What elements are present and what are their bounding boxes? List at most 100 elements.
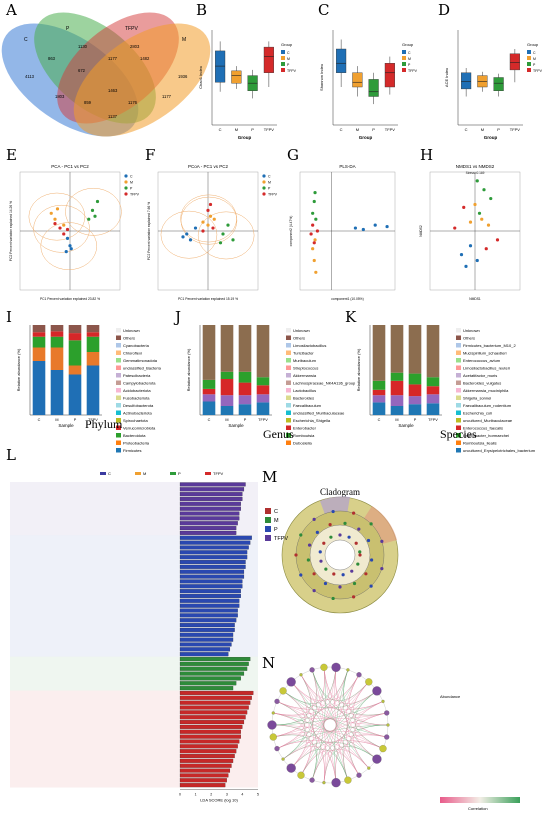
legend-swatch — [456, 448, 461, 453]
point-m — [468, 220, 473, 224]
x-tick-label: C — [208, 418, 211, 422]
network-node — [267, 720, 277, 730]
lda-bar-p — [179, 579, 243, 584]
panel-letter-d: D — [438, 1, 450, 19]
legend-label: Lactobacillus — [293, 388, 316, 393]
x-tick-label: 5 — [257, 793, 259, 797]
x-tick-label: M — [225, 418, 228, 422]
legend-swatch — [527, 68, 531, 72]
lda-bar-tfpv — [179, 530, 237, 535]
legend-swatch — [456, 440, 461, 445]
clade-node — [380, 539, 384, 544]
lda-bar-c — [179, 695, 252, 700]
legend-swatch — [456, 418, 461, 423]
legend-label: uncultured_Erysipelotrichales_bacterium — [463, 448, 536, 453]
point-c — [181, 235, 185, 239]
lda-bar-p — [179, 550, 248, 555]
cladogram: Cladogram CMP TFPV — [265, 487, 399, 614]
legend-label: Proteobacteria — [123, 441, 150, 446]
network-node — [309, 667, 315, 673]
network-node — [344, 776, 352, 784]
bar-segment — [50, 331, 64, 337]
clade-node — [370, 558, 374, 562]
bar-segment — [220, 371, 234, 379]
point-p — [314, 217, 318, 221]
legend-swatch — [456, 380, 461, 385]
lda-bar-p — [179, 593, 241, 598]
panel-letters: A B C D E F G H I J K L M N — [5, 1, 450, 672]
clade-node — [338, 585, 342, 589]
point-tfpv — [312, 241, 316, 245]
legend-label: Verrucomicrobiota — [123, 426, 156, 431]
network-node — [281, 757, 285, 761]
network-edges — [271, 667, 389, 783]
lda-bar-c — [179, 753, 235, 759]
legend-swatch — [116, 328, 121, 333]
legend-title: Group — [281, 42, 293, 47]
network-node — [279, 687, 287, 695]
x-tick-label: 2 — [210, 793, 212, 797]
network-edge — [282, 712, 387, 760]
lda-bar-m — [179, 656, 251, 662]
bar-segment — [256, 325, 270, 378]
point-c — [373, 223, 377, 227]
network-colorbar-label: Correlation — [468, 806, 488, 811]
lda-bar-c — [179, 710, 248, 715]
network-node — [271, 711, 275, 715]
legend-swatch — [116, 373, 121, 378]
lda-bar-c — [179, 729, 241, 734]
legend-label: P — [287, 63, 290, 67]
point-tfpv — [309, 232, 313, 236]
venn-region-value: 1936 — [178, 74, 188, 79]
legend-swatch — [265, 508, 271, 514]
legend-label: Akkermansia — [293, 373, 317, 378]
legend-label: unclassified_Bacteria — [123, 366, 162, 371]
legend-swatch — [286, 433, 291, 438]
bar-segment — [256, 394, 270, 403]
legend-swatch — [286, 328, 291, 333]
network-edge — [300, 749, 360, 776]
legend-swatch — [456, 425, 461, 430]
legend-label: Unknown — [463, 328, 480, 333]
confidence-ellipse — [180, 194, 237, 243]
panel-letter-m: M — [262, 468, 277, 486]
x-tick-label: 0 — [179, 793, 181, 797]
bar-segment — [256, 377, 270, 386]
point-c — [65, 236, 70, 240]
point-tfpv — [484, 247, 488, 251]
legend-label: Enterococcus_faecalis — [463, 426, 503, 431]
clade-node — [347, 535, 351, 539]
x-tick-label: 4 — [241, 793, 243, 797]
lda-bar-p — [179, 637, 234, 642]
lda-bar-c — [179, 739, 240, 744]
caption-genus: Genus — [263, 427, 294, 441]
lda-bar-tfpv — [179, 501, 241, 506]
legend-label: TFPV — [268, 193, 278, 197]
legend-label: Campylobacterota — [123, 381, 156, 386]
clade-node — [364, 572, 368, 576]
legend-label: Mucispirillum_schaedleri — [463, 351, 507, 356]
x-axis-label: Group — [359, 135, 373, 140]
cladogram-core — [324, 539, 356, 571]
legend-label: Romboutsia_ilealis — [463, 441, 497, 446]
legend-label: Enterobacter — [293, 426, 317, 431]
legend-label: C — [287, 51, 290, 55]
network-edge — [311, 667, 326, 781]
x-tick-label: C — [219, 127, 222, 132]
venn-set-M — [73, 23, 211, 137]
legend-label: Patescibacteria — [123, 373, 151, 378]
legend-swatch — [205, 472, 211, 475]
clade-node — [366, 538, 371, 543]
legend-label: Dubosiella — [293, 441, 312, 446]
bar-segment — [220, 325, 234, 372]
legend-swatch — [286, 403, 291, 408]
legend-swatch — [527, 56, 531, 60]
venn-label-C: C — [24, 37, 28, 43]
point-tfpv — [206, 208, 210, 212]
legend-label: TFPV — [287, 69, 297, 73]
legend-swatch — [456, 350, 461, 355]
legend-marker — [262, 186, 266, 190]
bar-segment — [372, 380, 386, 390]
